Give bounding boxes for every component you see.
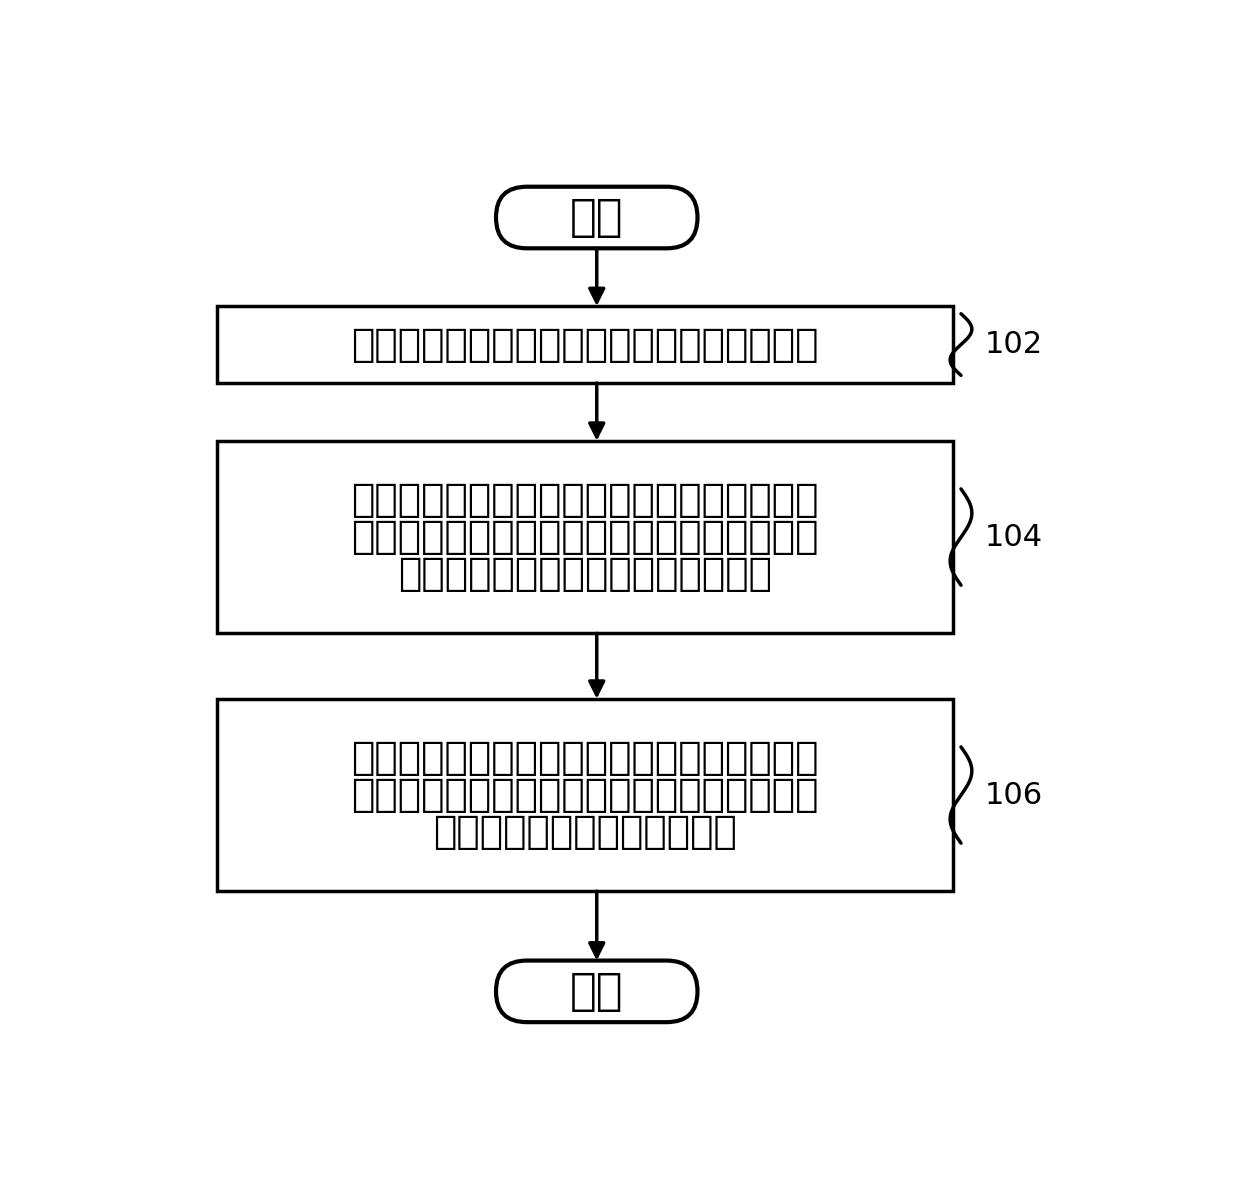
Bar xyxy=(217,699,954,891)
Text: 106: 106 xyxy=(985,781,1043,810)
Text: 102: 102 xyxy=(985,330,1043,358)
FancyBboxPatch shape xyxy=(496,186,697,248)
Text: 知终端微小区基站即将进入关闭状态: 知终端微小区基站即将进入关闭状态 xyxy=(398,555,773,593)
Bar xyxy=(217,440,954,633)
Text: 微小区基站不需要与终端进行数据交互，则通: 微小区基站不需要与终端进行数据交互，则通 xyxy=(351,518,818,556)
Text: 104: 104 xyxy=(985,522,1043,551)
FancyBboxPatch shape xyxy=(496,960,697,1023)
Text: 微小区基站即将进入开启状态: 微小区基站即将进入开启状态 xyxy=(433,813,737,851)
Text: 在所述微小区基站处于开启状态时，若检测到: 在所述微小区基站处于开启状态时，若检测到 xyxy=(351,481,818,520)
Text: 开始: 开始 xyxy=(570,196,624,239)
Text: 区基站需要与终端进行数据交互，则通知终端: 区基站需要与终端进行数据交互，则通知终端 xyxy=(351,776,818,814)
Bar xyxy=(217,306,954,383)
Text: 结束: 结束 xyxy=(570,970,624,1013)
Text: 在微小区基站处于关闭状态时，若检测到微小: 在微小区基站处于关闭状态时，若检测到微小 xyxy=(351,740,818,777)
Text: 检测微小区基站是否需要与终端进行数据交互: 检测微小区基站是否需要与终端进行数据交互 xyxy=(351,326,818,363)
